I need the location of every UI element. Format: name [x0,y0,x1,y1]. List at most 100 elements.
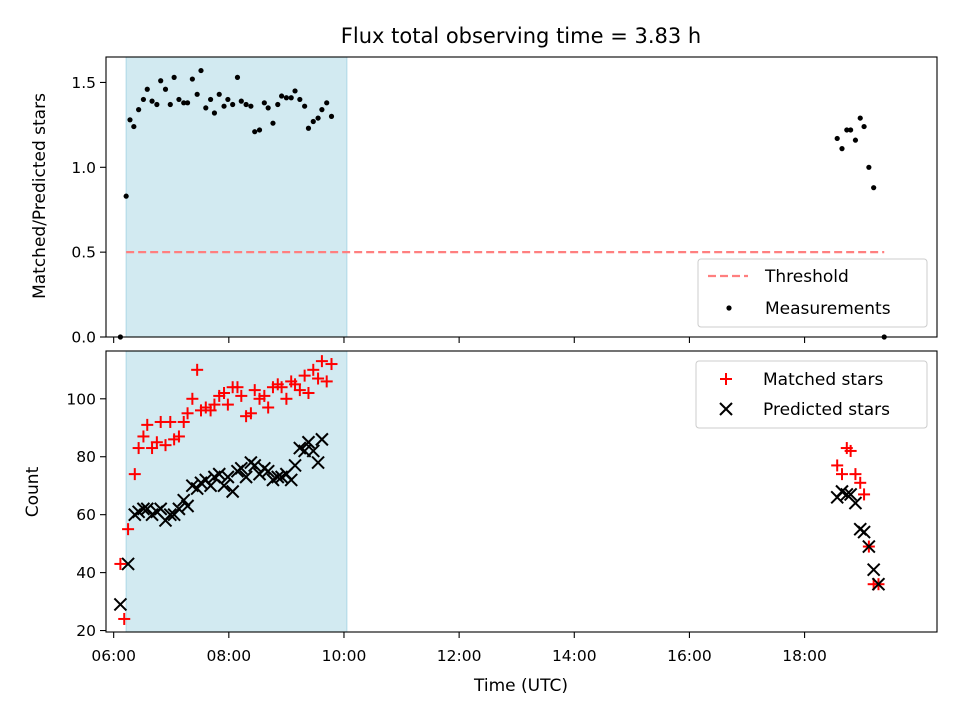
predicted-star-point [315,432,329,447]
measurement-points [117,67,887,340]
measurement-point [238,98,244,104]
matched-star-point [315,355,328,368]
matched-star-point [118,612,131,625]
predicted-star-point [212,467,226,481]
count-y-tick-label: 60 [76,506,96,524]
predicted-star-point [857,525,871,539]
measurement-point [198,67,204,74]
predicted-star-point [136,502,151,516]
measurement-point [154,101,160,108]
count-y-axis-label: Count [23,466,43,517]
measurement-point [324,100,330,106]
predicted-star-point [172,502,186,516]
measurement-point [140,96,147,103]
matched-star-point [132,442,145,455]
ratio-y-tick-label: 1.0 [71,159,96,177]
ratio-legend-box [697,258,928,328]
matched-star-point [164,415,177,428]
legend-measurements-label: Measurements [765,299,891,319]
predicted-star-point [301,435,316,449]
measurement-point [310,118,316,125]
matched-star-point [293,384,306,397]
measurement-point [839,146,845,152]
ratio-panel-frame [105,56,938,338]
legend-matched-label: Matched stars [763,370,883,390]
count-y-tick-label: 20 [76,622,96,640]
ratio-legend: Threshold Measurements [697,258,928,328]
measurement-point [279,93,285,99]
observing-window-shade-bottom [125,350,348,633]
count-y-ticks: 20 40 60 80 100 [66,390,106,640]
x-axis-label: Time (UTC) [473,676,568,696]
measurement-point [256,127,263,133]
matched-star-point [325,358,338,371]
predicted-star-point [180,499,195,513]
measurement-point [189,76,195,82]
measurement-point [834,135,840,142]
matched-star-point [302,387,315,400]
predicted-star-point [284,473,298,487]
ratio-y-axis-label: Matched/Predicted stars [30,93,50,299]
measurement-point [234,74,241,80]
legend-predicted-label: Predicted stars [763,400,890,420]
matched-stars-points [114,355,885,625]
legend-threshold-label: Threshold [764,267,849,287]
count-y-tick-label: 100 [66,390,96,408]
counts-legend-box [695,360,928,429]
ratio-y-tick-label: 0.0 [71,329,96,347]
legend-measurements-swatch [726,305,732,311]
matched-star-point [150,436,163,449]
matched-star-point [831,459,844,472]
measurement-point [221,103,227,109]
predicted-star-point [311,455,325,470]
predicted-star-point [866,563,881,577]
measurement-point [319,107,325,113]
predicted-star-point [843,487,858,502]
measurement-point [857,115,863,121]
measurement-point [305,125,312,131]
matched-star-point [858,488,871,501]
measurement-point [283,95,290,101]
matched-star-point [312,372,325,385]
matched-star-point [181,407,194,420]
matched-star-point [137,430,150,443]
ratio-panel: 0.0 0.5 1.0 1.5 Matched/Predicted stars Thr… [30,56,938,347]
legend-predicted-swatch [719,402,733,416]
measurement-point [261,100,267,106]
predicted-star-point [217,478,231,493]
measurement-point [211,110,218,116]
matched-star-point [836,468,849,481]
measurement-point [866,164,872,170]
measurement-point [194,91,200,97]
ratio-y-tick-label: 1.5 [71,74,96,92]
measurement-point [127,117,133,123]
matched-star-point [298,369,311,382]
time-x-tick-label: 14:00 [552,647,597,665]
time-x-tick-label: 10:00 [322,647,367,665]
matched-star-point [854,476,867,489]
matched-star-point [244,407,257,420]
measurement-point [225,96,231,103]
time-x-tick-label: 12:00 [437,647,482,665]
ratio-y-ticks: 0.0 0.5 1.0 1.5 [71,74,106,347]
predicted-star-point [163,507,177,522]
legend-matched-swatch [720,373,732,385]
matched-star-point [218,387,231,400]
matched-star-point [141,418,154,431]
measurement-point [871,185,877,191]
count-y-tick-label: 40 [76,564,96,582]
measurement-point [248,103,254,109]
predicted-star-point [239,470,253,484]
measurement-point [288,95,294,101]
predicted-star-point [306,444,320,458]
measurement-point [861,123,867,130]
matched-star-point [231,381,244,394]
predicted-star-point [848,496,863,510]
predicted-stars-points [113,432,886,612]
measurement-point [123,193,129,199]
measurement-point [252,129,258,135]
measurement-point [136,107,142,113]
predicted-star-point [153,502,168,516]
measurement-point [848,127,854,133]
matched-star-point [275,381,288,394]
